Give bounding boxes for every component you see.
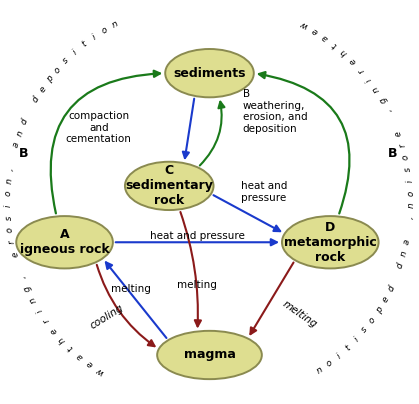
Text: ,: , (18, 274, 28, 280)
Text: n: n (314, 366, 324, 376)
Text: r: r (42, 316, 52, 324)
Text: h: h (339, 47, 349, 58)
Text: e: e (393, 129, 404, 137)
Text: o: o (406, 190, 415, 196)
Text: B: B (19, 147, 28, 160)
Text: t: t (344, 343, 352, 352)
Text: heat and pressure: heat and pressure (150, 231, 245, 241)
Text: o: o (324, 359, 334, 369)
Ellipse shape (16, 216, 113, 268)
Text: n: n (15, 129, 26, 137)
Text: compaction
and
cementation: compaction and cementation (66, 111, 132, 144)
Text: o: o (367, 316, 378, 325)
Text: t: t (331, 40, 339, 49)
Text: sediments: sediments (173, 67, 246, 80)
Text: D
metamorphic
rock: D metamorphic rock (284, 221, 377, 264)
Text: e: e (37, 85, 48, 94)
Text: e: e (10, 250, 20, 258)
Text: w: w (94, 365, 105, 377)
Text: heat and
pressure: heat and pressure (241, 181, 287, 203)
Text: d: d (31, 95, 41, 105)
Text: o: o (4, 190, 13, 196)
Text: i: i (353, 335, 361, 343)
Text: d: d (20, 118, 30, 126)
Text: e: e (85, 359, 95, 369)
Text: d: d (395, 262, 406, 270)
Text: n: n (406, 203, 415, 208)
Text: A
igneous rock: A igneous rock (20, 228, 109, 256)
Text: B: B (388, 147, 398, 160)
Text: ,: , (6, 167, 16, 171)
Text: i: i (91, 33, 98, 42)
Text: o: o (52, 65, 63, 75)
Text: ,: , (384, 107, 393, 114)
Text: n: n (399, 250, 409, 258)
Text: o: o (401, 153, 411, 160)
Text: s: s (360, 326, 370, 335)
Text: s: s (61, 56, 71, 66)
Text: r: r (357, 65, 366, 74)
Text: a: a (11, 141, 21, 149)
Text: t: t (80, 40, 88, 49)
Text: p: p (374, 305, 385, 315)
Text: e: e (310, 25, 319, 36)
Text: i: i (365, 76, 373, 83)
Text: C
sedimentary
rock: C sedimentary rock (125, 164, 213, 207)
Text: o: o (5, 227, 15, 233)
Text: n: n (371, 84, 382, 94)
Text: i: i (335, 352, 343, 360)
Text: i: i (71, 48, 79, 57)
Text: melting: melting (177, 280, 217, 290)
Text: p: p (44, 74, 55, 84)
Text: e: e (49, 325, 59, 335)
Text: i: i (405, 179, 414, 183)
Text: g: g (378, 95, 388, 105)
Text: o: o (100, 25, 109, 36)
Ellipse shape (282, 216, 379, 268)
Ellipse shape (125, 162, 214, 210)
Text: ,: , (406, 216, 415, 219)
Text: B
weathering,
erosion, and
deposition: B weathering, erosion, and deposition (243, 89, 307, 134)
Text: d: d (386, 284, 396, 293)
Text: r: r (398, 142, 407, 148)
Text: cooling: cooling (88, 303, 125, 331)
Text: a: a (320, 32, 330, 42)
Text: magma: magma (184, 349, 235, 362)
Text: a: a (402, 239, 412, 246)
Ellipse shape (157, 331, 262, 379)
Text: i: i (4, 204, 13, 207)
Text: w: w (299, 19, 309, 30)
Ellipse shape (165, 49, 254, 97)
Text: i: i (35, 307, 44, 314)
Text: a: a (75, 351, 85, 362)
Text: h: h (57, 334, 67, 344)
Text: e: e (348, 56, 358, 66)
Text: n: n (111, 19, 119, 29)
Text: e: e (380, 295, 391, 304)
Text: t: t (67, 343, 75, 352)
Text: n: n (5, 178, 14, 184)
Text: r: r (8, 240, 17, 245)
Text: s: s (4, 215, 13, 221)
Text: melting: melting (111, 284, 151, 294)
Text: n: n (28, 295, 39, 304)
Text: s: s (403, 166, 413, 172)
Text: melting: melting (281, 299, 319, 330)
Text: g: g (23, 284, 33, 293)
